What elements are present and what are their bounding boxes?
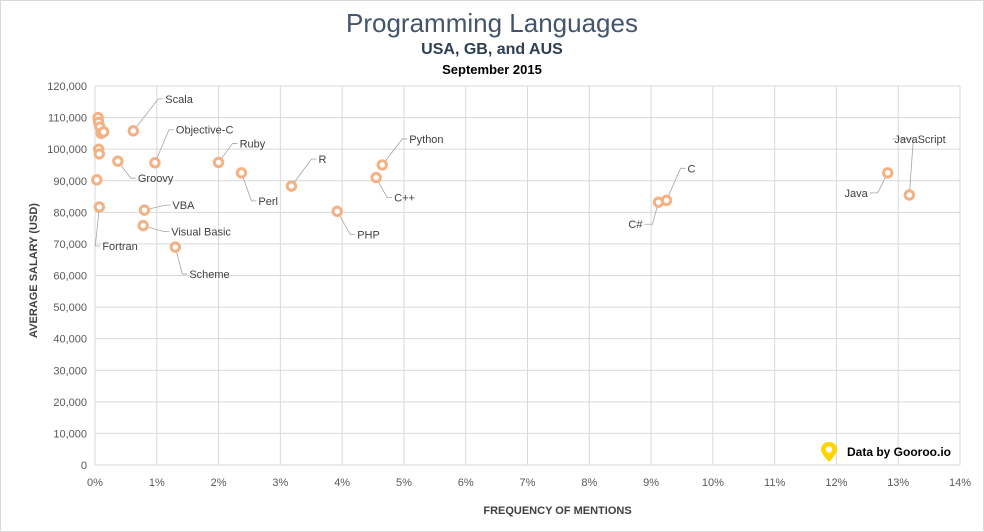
y-tick-label: 80,000 [53,207,87,219]
y-tick-label: 90,000 [53,176,87,188]
point-label: C++ [394,193,415,205]
x-tick-label: 14% [949,477,971,489]
x-axis-label: FREQUENCY OF MENTIONS [483,505,631,517]
point-label: Groovy [138,173,174,185]
point-label: JavaScript [894,134,945,146]
scatter-point [137,219,149,232]
y-tick-label: 0 [81,460,87,472]
scatter-point [169,241,182,253]
scatter-point [882,167,894,179]
y-tick-label: 60,000 [53,271,87,283]
scatter-point [127,125,140,137]
y-tick-label: 70,000 [53,239,87,251]
x-tick-label: 8% [581,477,597,489]
point-label: PHP [357,229,380,241]
x-tick-label: 2% [211,477,227,489]
label-leader-line [154,129,174,163]
label-leader-line [144,204,171,211]
scatter-point [285,180,298,192]
chart-title: Programming Languages [346,8,638,38]
scatter-point [652,196,665,208]
label-leader-line [117,160,136,179]
y-tick-label: 50,000 [53,302,87,314]
y-tick-label: 100,000 [47,144,87,156]
x-tick-label: 4% [334,477,350,489]
point-label: Python [409,134,443,146]
location-pin-icon [818,441,840,463]
scatter-point [138,204,151,216]
y-tick-label: 110,000 [48,113,87,125]
credit-badge: Data by Gooroo.io [818,441,951,463]
x-tick-label: 11% [764,477,785,489]
label-leader-line [375,177,393,198]
y-tick-label: 40,000 [53,334,87,346]
y-tick-label: 30,000 [53,365,87,377]
credit-text: Data by Gooroo.io [847,445,952,459]
scatter-point [93,148,106,160]
x-tick-label: 10% [702,477,724,489]
point-label: C# [628,219,643,231]
x-tick-label: 1% [149,477,165,489]
point-label: Visual Basic [171,227,231,239]
point-label: Scala [165,94,193,106]
label-leader-line [218,143,238,163]
x-tick-label: 7% [520,477,536,489]
scatter-point [212,156,225,169]
label-leader-line [336,211,356,235]
label-leader-line [291,158,317,187]
scatter-point [370,171,382,184]
x-tick-label: 12% [825,477,847,489]
point-label: Java [844,188,868,200]
scatter-point [112,155,124,167]
label-leader-line [143,225,170,232]
scatter-point [903,189,916,201]
scatter-point [97,126,110,138]
point-label: Objective-C [176,125,234,137]
point-label: C [688,163,696,175]
point-label: Fortran [102,241,137,253]
scatter-point [93,201,106,213]
scatter-point [376,159,389,171]
point-label: Perl [258,196,278,208]
chart-subtitle: USA, GB, and AUS [421,41,563,58]
y-axis-label: AVERAGE SALARY (USD) [28,203,40,338]
x-tick-label: 5% [396,477,412,489]
label-leader-line [666,167,686,201]
label-leader-line [241,172,257,202]
label-leader-line [94,206,101,247]
label-leader-line [869,172,889,194]
label-leader-line [892,138,914,195]
label-leader-line [132,98,164,132]
scatter-point [235,167,248,179]
y-tick-label: 10,000 [53,428,87,440]
x-tick-label: 6% [458,477,474,489]
label-leader-line [381,138,408,166]
x-tick-label: 13% [887,477,909,489]
x-tick-label: 0% [87,477,103,489]
point-label: R [318,154,326,166]
scatter-point [331,205,343,218]
point-label: Scheme [189,269,229,281]
point-label: VBA [172,200,195,212]
scatter-point [149,157,161,169]
chart-date: September 2015 [442,62,542,77]
y-tick-label: 20,000 [53,397,87,409]
y-tick-label: 120,000 [47,81,87,93]
label-leader-line [644,202,659,225]
scatter-point [91,174,103,186]
x-tick-label: 3% [272,477,288,489]
x-tick-label: 9% [643,477,659,489]
point-label: Ruby [240,138,266,150]
label-leader-line [174,246,188,275]
